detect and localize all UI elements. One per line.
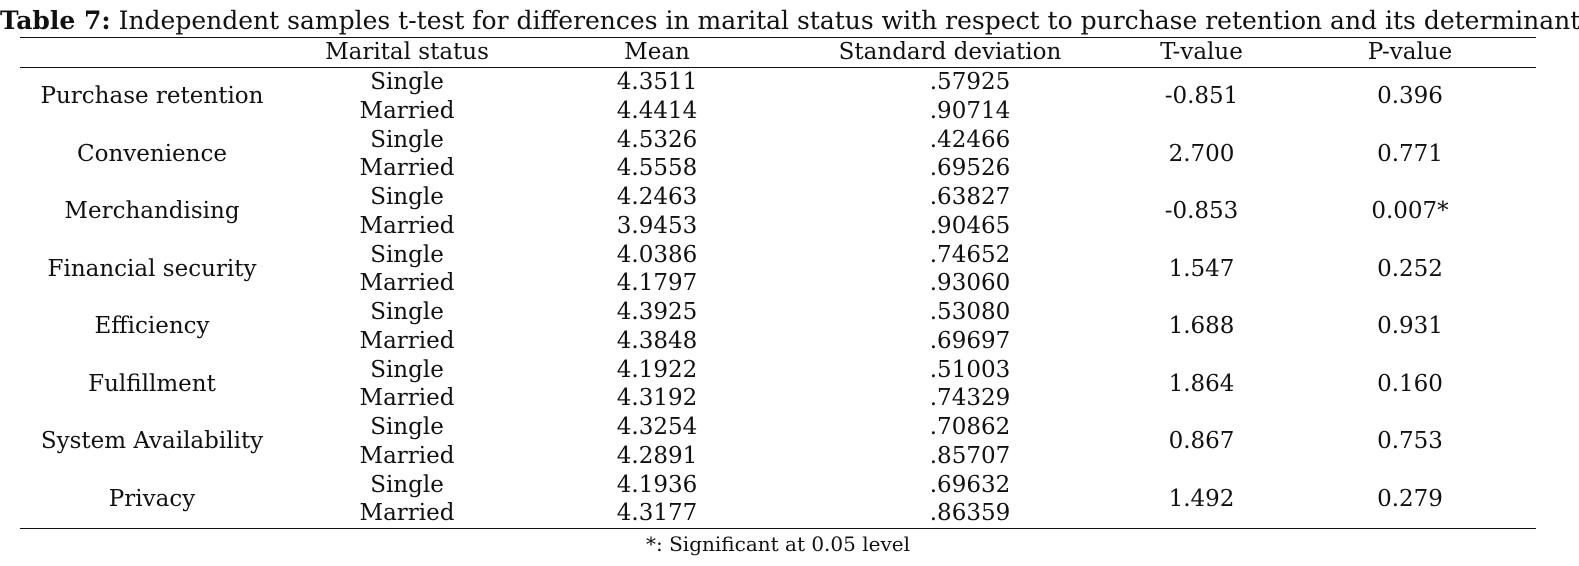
row-sd-married: .74329	[929, 385, 1011, 412]
row-p-value: 0.396	[1377, 83, 1443, 109]
row-t-value: 0.867	[1168, 428, 1235, 454]
row-sd-married: .69526	[929, 155, 1011, 182]
table-top-rule	[20, 37, 1536, 38]
row-t-value: -0.851	[1164, 83, 1239, 109]
row-status-married: Married	[359, 155, 455, 182]
row-variable: Purchase retention	[40, 83, 264, 109]
row-p-value: 0.931	[1377, 313, 1443, 339]
row-mean-single: 4.1936	[616, 471, 698, 498]
row-mean-married: 4.2891	[616, 442, 698, 469]
header-standard-deviation: Standard deviation	[838, 39, 1062, 65]
row-sd-single: .70862	[929, 414, 1011, 440]
table-row: System Availability Single Married 4.325…	[20, 413, 1536, 471]
row-sd-single: .53080	[929, 299, 1011, 325]
row-t-value: 1.864	[1168, 370, 1235, 397]
row-mean-single: 4.3254	[616, 414, 698, 440]
header-t-value: T-value	[1160, 39, 1243, 65]
row-t-value: 1.547	[1168, 255, 1235, 282]
row-p-value: 0.160	[1377, 370, 1443, 397]
table-header-rule	[20, 67, 1536, 68]
table-caption-label: Table 7:	[0, 6, 111, 35]
table-footnote: *: Significant at 0.05 level	[646, 532, 910, 556]
row-mean-single: 4.3511	[616, 69, 698, 95]
table-row: Purchase retention Single Married 4.3511…	[20, 68, 1536, 126]
row-variable: Fulfillment	[88, 370, 216, 397]
row-variable: Merchandising	[64, 198, 240, 224]
row-status-married: Married	[359, 500, 455, 527]
row-sd-married: .86359	[929, 500, 1011, 527]
row-variable: Efficiency	[94, 313, 210, 339]
row-status-married: Married	[359, 97, 455, 124]
row-sd-married: .85707	[929, 442, 1011, 469]
row-mean-married: 4.1797	[616, 270, 698, 297]
row-status-married: Married	[359, 212, 455, 239]
row-status-single: Single	[370, 184, 444, 210]
row-t-value: 1.492	[1168, 485, 1235, 512]
table-row: Fulfillment Single Married 4.1922 4.3192…	[20, 356, 1536, 414]
row-mean-married: 4.5558	[616, 155, 698, 182]
row-p-value: 0.007*	[1371, 198, 1449, 224]
table-bottom-rule	[20, 528, 1536, 529]
row-sd-single: .63827	[929, 184, 1011, 210]
table-caption-text: Independent samples t-test for differenc…	[110, 6, 1579, 35]
row-t-value: 1.688	[1168, 313, 1235, 339]
row-sd-married: .93060	[929, 270, 1011, 297]
row-mean-married: 4.3848	[616, 327, 698, 354]
row-mean-married: 4.3177	[616, 500, 698, 527]
row-mean-single: 4.0386	[616, 241, 698, 268]
row-sd-married: .90465	[929, 212, 1011, 239]
row-mean-married: 3.9453	[616, 212, 698, 239]
header-variable	[20, 38, 284, 67]
row-sd-married: .90714	[929, 97, 1011, 124]
header-mean: Mean	[624, 39, 690, 65]
row-variable: Convenience	[77, 140, 227, 167]
row-status-married: Married	[359, 385, 455, 412]
row-sd-single: .69632	[929, 471, 1011, 498]
row-p-value: 0.771	[1377, 140, 1443, 167]
row-status-married: Married	[359, 442, 455, 469]
row-p-value: 0.753	[1377, 428, 1443, 454]
row-mean-married: 4.4414	[616, 97, 698, 124]
row-p-value: 0.279	[1377, 485, 1443, 512]
table-caption: Table 7: Independent samples t-test for …	[0, 4, 1579, 38]
table-row: Convenience Single Married 4.5326 4.5558…	[20, 126, 1536, 184]
row-sd-single: .57925	[929, 69, 1011, 95]
row-sd-single: .74652	[929, 241, 1011, 268]
table-row: Efficiency Single Married 4.3925 4.3848 …	[20, 298, 1536, 356]
row-status-single: Single	[370, 69, 444, 95]
row-mean-single: 4.2463	[616, 184, 698, 210]
row-t-value: 2.700	[1168, 140, 1235, 167]
row-p-value: 0.252	[1377, 255, 1443, 282]
row-sd-single: .42466	[929, 126, 1011, 153]
row-status-married: Married	[359, 327, 455, 354]
row-variable: Financial security	[47, 255, 257, 282]
row-status-single: Single	[370, 414, 444, 440]
row-status-single: Single	[370, 356, 444, 383]
table-row: Merchandising Single Married 4.2463 3.94…	[20, 183, 1536, 241]
row-status-single: Single	[370, 241, 444, 268]
row-t-value: -0.853	[1164, 198, 1239, 224]
row-variable: Privacy	[108, 485, 196, 512]
header-marital-status: Marital status	[325, 39, 489, 65]
header-p-value: P-value	[1367, 39, 1453, 65]
table-row: Privacy Single Married 4.1936 4.3177 .69…	[20, 471, 1536, 529]
row-mean-married: 4.3192	[616, 385, 698, 412]
row-sd-single: .51003	[929, 356, 1011, 383]
row-mean-single: 4.5326	[616, 126, 698, 153]
table-row: Financial security Single Married 4.0386…	[20, 241, 1536, 299]
row-mean-single: 4.3925	[616, 299, 698, 325]
row-sd-married: .69697	[929, 327, 1011, 354]
row-mean-single: 4.1922	[616, 356, 698, 383]
row-status-single: Single	[370, 126, 444, 153]
row-status-single: Single	[370, 471, 444, 498]
row-status-single: Single	[370, 299, 444, 325]
row-variable: System Availability	[40, 428, 264, 454]
row-status-married: Married	[359, 270, 455, 297]
